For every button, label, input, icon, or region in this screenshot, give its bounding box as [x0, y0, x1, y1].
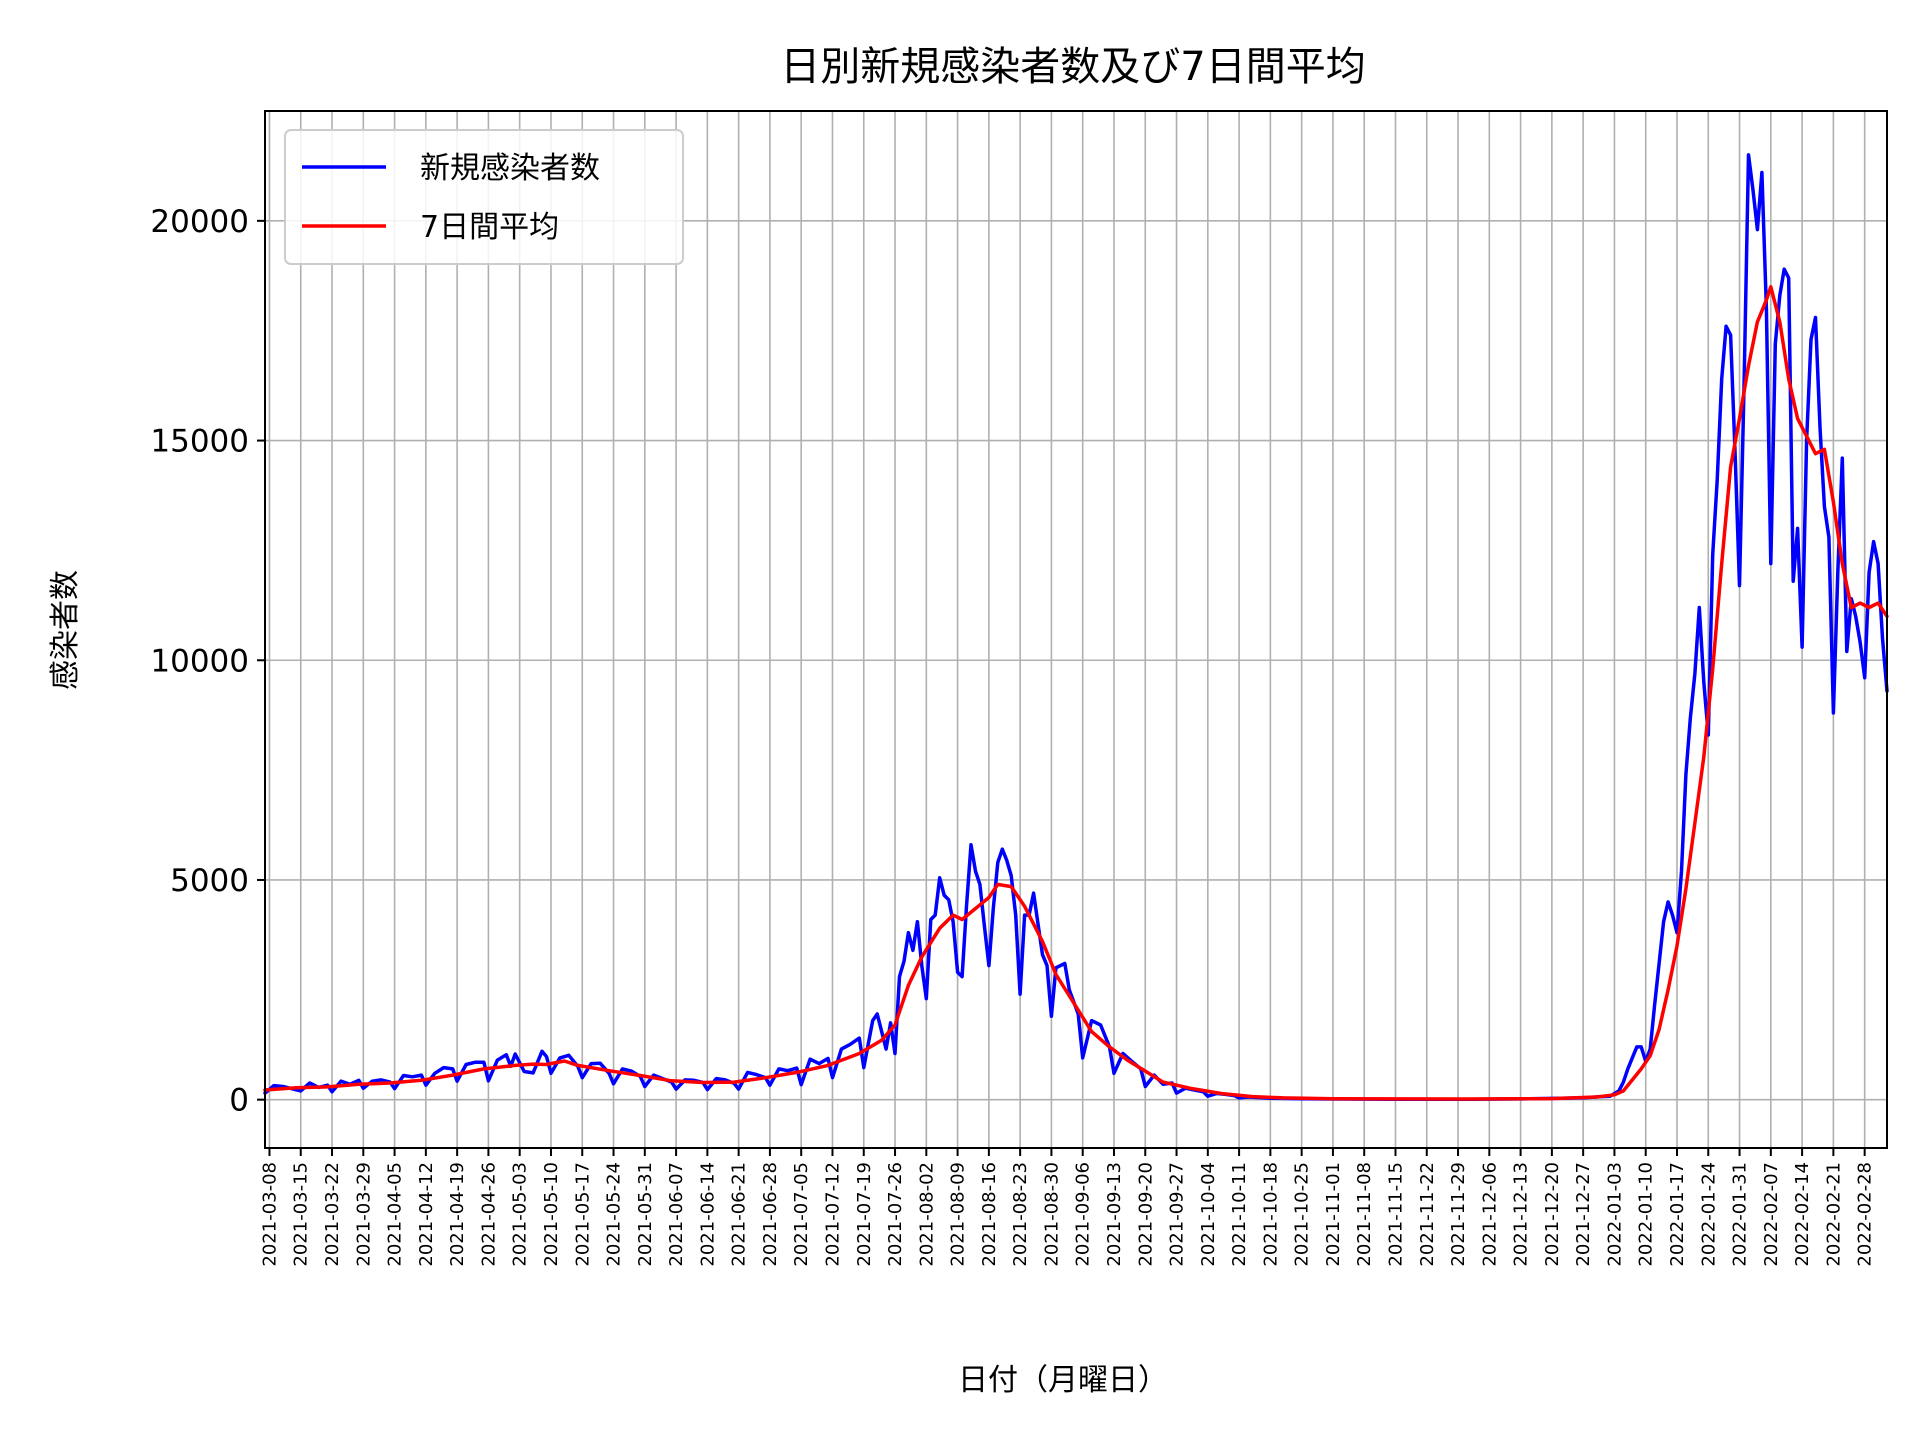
x-tick-label: 2021-10-18: [1260, 1162, 1281, 1267]
x-tick-label: 2021-10-11: [1229, 1162, 1250, 1267]
y-axis-label: 感染者数: [48, 570, 83, 690]
x-tick-label: 2021-11-29: [1448, 1162, 1469, 1267]
y-tick-label: 0: [229, 1083, 249, 1119]
x-tick-label: 2021-08-09: [948, 1162, 969, 1267]
x-tick-label: 2021-06-21: [729, 1162, 750, 1267]
x-tick-label: 2022-01-10: [1636, 1162, 1657, 1267]
x-tick-label: 2022-02-21: [1823, 1162, 1844, 1267]
y-tick-label: 20000: [150, 204, 249, 240]
x-tick-label: 2021-03-15: [291, 1162, 312, 1267]
x-tick-label: 2021-08-30: [1041, 1162, 1062, 1267]
x-tick-label: 2022-01-03: [1604, 1162, 1625, 1267]
x-tick-label: 2021-08-23: [1010, 1162, 1031, 1267]
x-tick-label: 2021-04-12: [416, 1162, 437, 1267]
x-axis-label: 日付（月曜日）: [958, 1363, 1168, 1398]
series-line-7day-avg: [263, 285, 1889, 1101]
legend-box: [284, 129, 684, 265]
y-tick-label: 10000: [150, 643, 249, 679]
legend-label-avg: 7日間平均: [420, 210, 559, 245]
x-tick-label: 2021-03-22: [322, 1162, 343, 1267]
x-tick-label: 2021-09-06: [1073, 1162, 1094, 1267]
plot-frame: [264, 110, 1888, 1149]
x-tick-label: 2022-02-07: [1761, 1162, 1782, 1267]
x-tick-label: 2021-10-25: [1292, 1162, 1313, 1267]
x-tick-label: 2021-07-19: [854, 1162, 875, 1267]
x-tick-label: 2021-05-24: [604, 1162, 625, 1267]
x-tick-label: 2021-12-06: [1479, 1162, 1500, 1267]
grid-lines: [265, 111, 1887, 1148]
x-tick-label: 2021-06-07: [666, 1162, 687, 1267]
x-tick-label: 2021-11-01: [1323, 1162, 1344, 1267]
x-tick-label: 2021-05-10: [541, 1162, 562, 1267]
x-tick-label: 2021-03-08: [259, 1162, 280, 1267]
x-tick-label: 2021-06-14: [697, 1162, 718, 1267]
x-tick-label: 2021-12-20: [1542, 1162, 1563, 1267]
x-tick-label: 2021-08-02: [916, 1162, 937, 1267]
x-tick-label: 2021-07-05: [791, 1162, 812, 1267]
x-tick-label: 2021-11-22: [1417, 1162, 1438, 1267]
x-tick-label: 2021-12-13: [1511, 1162, 1532, 1267]
x-tick-label: 2021-05-31: [635, 1162, 656, 1267]
x-tick-label: 2021-11-15: [1385, 1162, 1406, 1267]
x-tick-label: 2021-05-17: [572, 1162, 593, 1267]
x-tick-label: 2021-04-05: [385, 1162, 406, 1267]
x-tick-label: 2021-04-26: [478, 1162, 499, 1267]
chart-legend: 新規感染者数 7日間平均: [284, 129, 684, 265]
x-tick-label: 2021-10-04: [1198, 1162, 1219, 1267]
y-tick-label: 15000: [150, 424, 249, 460]
x-tick-label: 2021-08-16: [979, 1162, 1000, 1267]
x-axis-ticks: 2021-03-08 2021-03-15 2021-03-22 2021-03-29…: [259, 1148, 1876, 1267]
x-tick-label: 2022-02-28: [1855, 1162, 1876, 1267]
x-tick-label: 2021-06-28: [760, 1162, 781, 1267]
series-line-daily: [263, 153, 1889, 1101]
x-tick-label: 2021-11-08: [1354, 1162, 1375, 1267]
x-tick-label: 2021-03-29: [353, 1162, 374, 1267]
x-tick-label: 2022-01-17: [1667, 1162, 1688, 1267]
x-tick-label: 2021-09-27: [1167, 1162, 1188, 1267]
x-tick-label: 2021-09-20: [1135, 1162, 1156, 1267]
legend-label-daily: 新規感染者数: [420, 151, 600, 186]
x-tick-label: 2022-01-24: [1698, 1162, 1719, 1267]
series-lines: [263, 153, 1889, 1101]
y-axis-ticks: 0 5000 10000 15000 20000: [150, 204, 265, 1119]
x-tick-label: 2021-05-03: [510, 1162, 531, 1267]
x-tick-label: 2021-07-26: [885, 1162, 906, 1267]
x-tick-label: 2022-01-31: [1730, 1162, 1751, 1267]
x-tick-label: 2021-09-13: [1104, 1162, 1125, 1267]
x-tick-label: 2021-12-27: [1573, 1162, 1594, 1267]
x-tick-label: 2022-02-14: [1792, 1162, 1813, 1267]
x-tick-label: 2021-04-19: [447, 1162, 468, 1267]
chart-title: 日別新規感染者数及び7日間平均: [780, 44, 1365, 90]
x-tick-label: 2021-07-12: [822, 1162, 843, 1267]
y-tick-label: 5000: [170, 863, 249, 899]
